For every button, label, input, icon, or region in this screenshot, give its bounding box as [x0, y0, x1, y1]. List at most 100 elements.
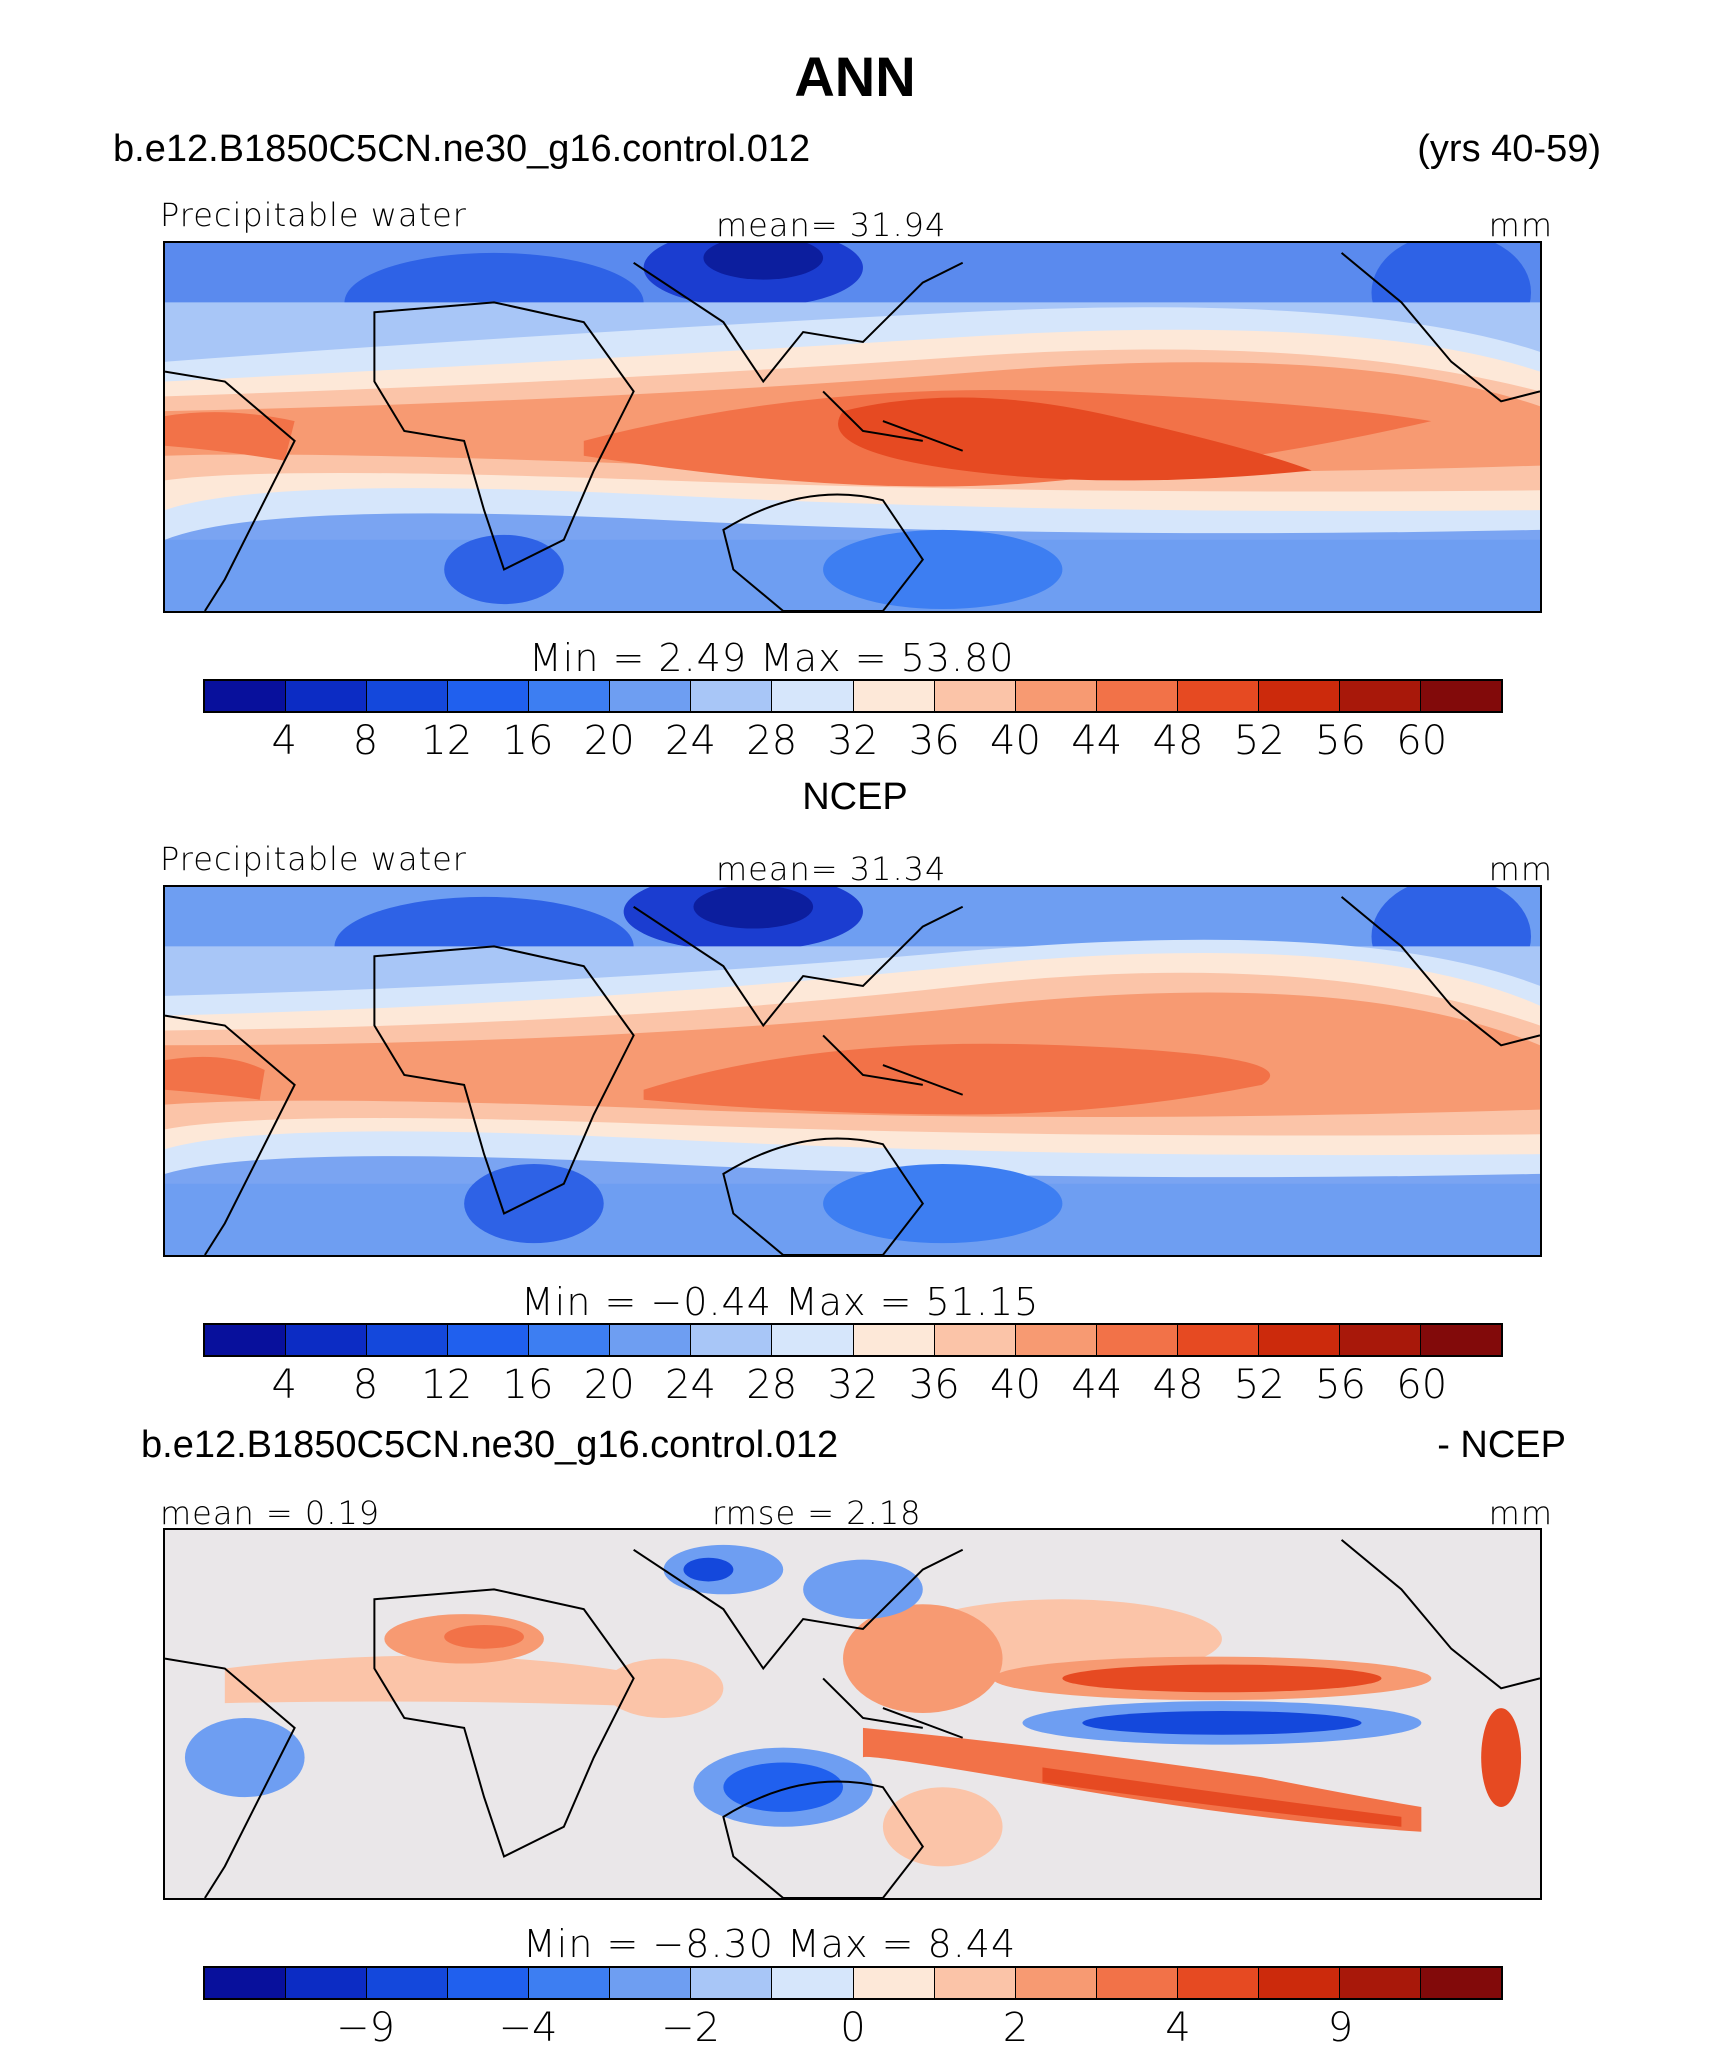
colorbar-swatch	[934, 681, 1016, 711]
colorbar-swatch	[934, 1968, 1016, 1998]
colorbar-swatch	[1015, 681, 1097, 711]
colorbar-tick-label: 16	[502, 1362, 554, 1408]
panel3-map	[163, 1528, 1542, 1900]
colorbar-tick-label: 4	[271, 718, 297, 764]
colorbar-tick-label: 4	[271, 1362, 297, 1408]
panel2-tick-labels: 4 8 12 16 20 24 28 32 36 40 44 48 52 56 60	[203, 1362, 1503, 1412]
colorbar-tick-label: 40	[990, 1362, 1041, 1408]
colorbar-swatch	[772, 681, 854, 711]
panel2-map	[163, 885, 1542, 1257]
colorbar-swatch	[286, 681, 368, 711]
panel2-heading: NCEP	[802, 776, 908, 818]
colorbar-swatch	[1339, 1968, 1421, 1998]
panel2-colorbar	[203, 1323, 1503, 1357]
panel3-mean-label: mean = 0.19	[160, 1494, 381, 1532]
panel3-heading-right: - NCEP	[1437, 1424, 1566, 1466]
years-label: (yrs 40-59)	[1417, 128, 1601, 170]
colorbar-swatch	[1258, 681, 1340, 711]
colorbar-swatch	[448, 1968, 530, 1998]
colorbar-tick-label: 8	[352, 718, 379, 764]
colorbar-swatch	[367, 1968, 449, 1998]
colorbar-swatch	[691, 681, 773, 711]
colorbar-tick-label: 24	[665, 718, 716, 764]
colorbar-swatch	[1420, 1325, 1501, 1355]
colorbar-swatch	[367, 1325, 449, 1355]
colorbar-swatch	[1096, 681, 1178, 711]
colorbar-swatch	[1096, 1968, 1178, 1998]
panel1-tick-labels: 4 8 12 16 20 24 28 32 36 40 44 48 52 56 60	[203, 718, 1503, 768]
panel1-map-svg	[165, 243, 1540, 611]
colorbar-tick-label: 60	[1396, 718, 1448, 764]
colorbar-swatch	[286, 1325, 368, 1355]
case-name-title: b.e12.B1850C5CN.ne30_g16.control.012	[113, 128, 811, 170]
colorbar-swatch	[610, 1968, 692, 1998]
colorbar-tick-label: 52	[1233, 718, 1285, 764]
panel3-colorbar	[203, 1966, 1503, 2000]
colorbar-tick-label: 56	[1315, 718, 1366, 764]
colorbar-swatch	[1420, 1968, 1501, 1998]
colorbar-tick-label: 44	[1071, 1362, 1123, 1408]
colorbar-tick-label: 2	[1002, 2005, 1029, 2051]
colorbar-tick-label: 60	[1396, 1362, 1448, 1408]
colorbar-tick-label: 4	[1165, 2005, 1191, 2051]
colorbar-tick-label: 28	[746, 1362, 798, 1408]
colorbar-swatch	[205, 681, 287, 711]
colorbar-tick-label: 44	[1071, 718, 1123, 764]
panel1-colorbar	[203, 679, 1503, 713]
colorbar-swatch	[934, 1325, 1016, 1355]
colorbar-swatch	[1258, 1968, 1340, 1998]
colorbar-tick-label: 36	[908, 1362, 960, 1408]
panel1-minmax: Min = 2.49 Max = 53.80	[529, 636, 1015, 680]
colorbar-swatch	[691, 1325, 773, 1355]
panel2-mean-label: mean= 31.34	[716, 850, 947, 888]
colorbar-tick-label: 48	[1152, 1362, 1204, 1408]
colorbar-swatch	[1177, 681, 1259, 711]
colorbar-swatch	[853, 1325, 935, 1355]
colorbar-swatch	[1015, 1325, 1097, 1355]
colorbar-tick-label: 12	[421, 718, 473, 764]
colorbar-swatch	[853, 1968, 935, 1998]
colorbar-swatch	[1177, 1325, 1259, 1355]
colorbar-swatch	[205, 1325, 287, 1355]
panel1-mean-label: mean= 31.94	[716, 206, 947, 244]
colorbar-swatch	[448, 1325, 530, 1355]
colorbar-tick-label: 0	[840, 2005, 866, 2051]
colorbar-swatch	[610, 681, 692, 711]
colorbar-tick-label: −9	[336, 2005, 395, 2051]
main-title: ANN	[794, 45, 916, 108]
colorbar-tick-label: 32	[827, 1362, 879, 1408]
panel2-variable-label: Precipitable water	[160, 840, 467, 878]
colorbar-swatch	[853, 681, 935, 711]
colorbar-tick-label: 48	[1152, 718, 1204, 764]
panel3-map-svg	[165, 1530, 1540, 1898]
colorbar-swatch	[1096, 1325, 1178, 1355]
panel3-units-label: mm	[1488, 1494, 1553, 1532]
colorbar-tick-label: 56	[1315, 1362, 1366, 1408]
colorbar-tick-label: 16	[502, 718, 554, 764]
colorbar-tick-label: 28	[746, 718, 798, 764]
colorbar-tick-label: 40	[990, 718, 1041, 764]
colorbar-swatch	[286, 1968, 368, 1998]
colorbar-swatch	[205, 1968, 287, 1998]
colorbar-swatch	[367, 681, 449, 711]
colorbar-swatch	[772, 1968, 854, 1998]
panel1-map	[163, 241, 1542, 613]
colorbar-tick-label: 20	[583, 1362, 635, 1408]
colorbar-tick-label: −2	[661, 2005, 720, 2051]
colorbar-swatch	[1339, 681, 1421, 711]
colorbar-swatch	[529, 681, 611, 711]
colorbar-swatch	[1258, 1325, 1340, 1355]
colorbar-swatch	[610, 1325, 692, 1355]
colorbar-swatch	[772, 1325, 854, 1355]
colorbar-tick-label: 52	[1233, 1362, 1285, 1408]
colorbar-tick-label: 8	[352, 1362, 379, 1408]
panel3-rmse-label: rmse = 2.18	[712, 1494, 922, 1532]
panel3-heading-left: b.e12.B1850C5CN.ne30_g16.control.012	[141, 1424, 839, 1466]
panel2-units-label: mm	[1488, 850, 1553, 888]
colorbar-tick-label: 12	[421, 1362, 473, 1408]
colorbar-swatch	[529, 1325, 611, 1355]
colorbar-tick-label: 32	[827, 718, 879, 764]
panel1-variable-label: Precipitable water	[160, 196, 467, 234]
colorbar-tick-label: 9	[1327, 2005, 1354, 2051]
colorbar-swatch	[1420, 681, 1501, 711]
